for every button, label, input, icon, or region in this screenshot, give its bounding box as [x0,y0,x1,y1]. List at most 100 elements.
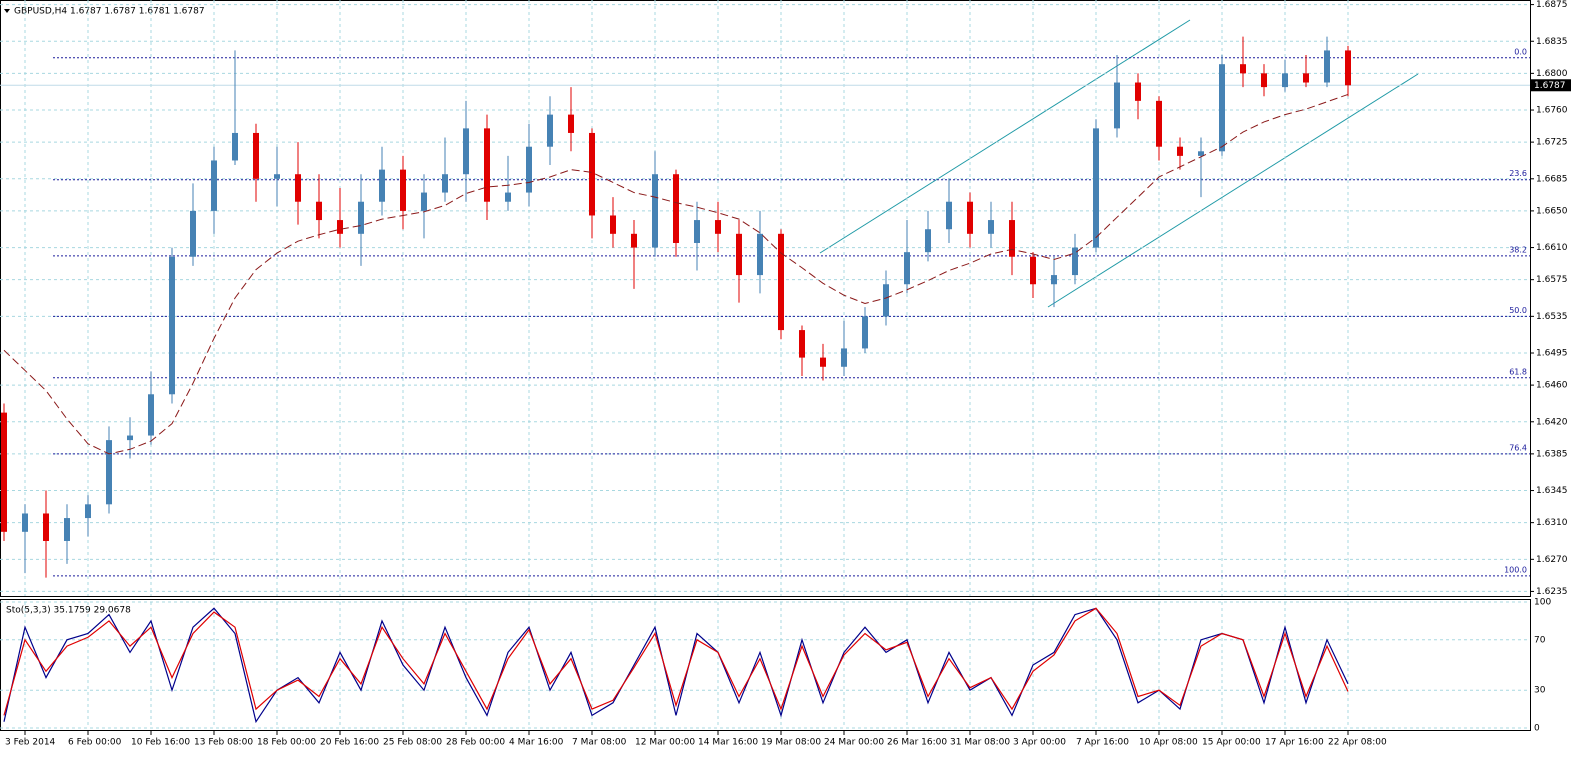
candle-body [1072,247,1078,276]
fib-label: 100.0 [1504,565,1527,574]
x-tick-label: 19 Mar 08:00 [761,738,821,748]
candle-body [1,412,7,532]
x-tick-label: 26 Mar 16:00 [887,738,947,748]
candle-body [337,220,343,234]
candle-body [1177,146,1183,156]
y-tick-label: 1.6385 [1536,449,1568,459]
candle-body [85,504,91,519]
candle-body [400,169,406,211]
candle-body [106,440,112,505]
candle-body [694,220,700,243]
candle-body [1093,128,1099,248]
main-pane-frame [0,0,1531,597]
candle-body [484,128,490,202]
candle-body [799,330,805,358]
y-tick-label: 1.6310 [1536,518,1568,528]
indicator-pane-frame [0,599,1531,731]
last-price-box [1531,79,1571,92]
candle-body [652,174,658,248]
indicator-title: Sto(5,3,3) 35.1759 29.0678 [6,606,131,616]
candle-body [547,114,553,147]
candle-body [295,174,301,202]
candle-body [568,114,574,133]
candle-body [22,513,28,532]
candle-body [1324,50,1330,83]
x-tick-label: 6 Feb 00:00 [68,738,122,748]
candle-body [232,132,238,161]
candle-body [820,357,826,367]
indicator-tick-label: 100 [1534,598,1551,608]
y-tick-label: 1.6235 [1536,587,1568,597]
y-tick-label: 1.6650 [1536,206,1568,216]
y-tick-label: 1.6535 [1536,312,1568,322]
candle-body [736,233,742,276]
candle-body [1261,73,1267,88]
indicator-tick-label: 0 [1534,724,1540,734]
y-tick-label: 1.6420 [1536,417,1568,427]
y-tick-label: 1.6875 [1536,0,1568,10]
x-tick-label: 25 Feb 08:00 [383,738,442,748]
y-tick-label: 1.6760 [1536,106,1568,116]
indicator-tick-label: 30 [1534,686,1546,696]
y-tick-label: 1.6460 [1536,381,1568,391]
candle-body [757,233,763,276]
moving-average [3,93,1349,455]
candle-body [1009,220,1015,257]
candle-body [988,220,994,234]
title-arrow [4,9,10,13]
indicator-line [3,607,1349,716]
fib-label: 76.4 [1509,443,1527,452]
x-tick-label: 10 Feb 16:00 [131,738,190,748]
x-tick-label: 22 Apr 08:00 [1328,738,1387,748]
candle-body [862,316,868,349]
y-tick-label: 1.6610 [1536,243,1568,253]
chart-title: GBPUSD,H4 1.6787 1.6787 1.6781 1.6787 [14,7,205,17]
candle-body [715,220,721,234]
x-tick-label: 17 Apr 16:00 [1265,738,1324,748]
candle-body [211,160,217,211]
candle-body [610,215,616,234]
fib-label: 50.0 [1509,306,1527,315]
candle-body [673,174,679,243]
y-tick-label: 1.6345 [1536,486,1568,496]
candle-body [190,210,196,257]
indicator-line [3,607,1349,724]
candle-body [64,518,70,541]
x-tick-label: 13 Feb 08:00 [194,738,253,748]
x-tick-label: 7 Mar 08:00 [572,738,627,748]
x-tick-label: 15 Apr 00:00 [1202,738,1261,748]
candle-body [1051,275,1057,285]
candle-body [253,132,259,179]
candle-body [43,513,49,541]
candle-body [841,348,847,367]
candle-body [421,192,427,211]
candle-body [274,174,280,179]
y-tick-label: 1.6725 [1536,138,1568,148]
x-tick-label: 24 Mar 00:00 [824,738,884,748]
x-tick-label: 3 Apr 00:00 [1013,738,1066,748]
candle-body [526,146,532,193]
y-tick-label: 1.6800 [1536,69,1568,79]
candle-body [946,201,952,230]
candle-body [631,233,637,248]
candle-body [127,435,133,441]
x-tick-label: 4 Mar 16:00 [509,738,564,748]
candle-body [1303,73,1309,83]
x-tick-label: 10 Apr 08:00 [1139,738,1198,748]
y-tick-label: 1.6270 [1536,555,1568,565]
fib-label: 0.0 [1514,47,1527,56]
candle-body [1219,64,1225,152]
candle-body [1240,64,1246,74]
x-tick-label: 28 Feb 00:00 [446,738,505,748]
candle-body [904,252,910,285]
x-tick-label: 18 Feb 00:00 [257,738,316,748]
x-tick-label: 20 Feb 16:00 [320,738,379,748]
candle-body [1135,82,1141,101]
x-tick-label: 12 Mar 00:00 [635,738,695,748]
candle-body [1282,73,1288,88]
candle-body [778,233,784,331]
y-tick-label: 1.6575 [1536,275,1568,285]
y-tick-label: 1.6495 [1536,349,1568,359]
candle-body [505,192,511,202]
